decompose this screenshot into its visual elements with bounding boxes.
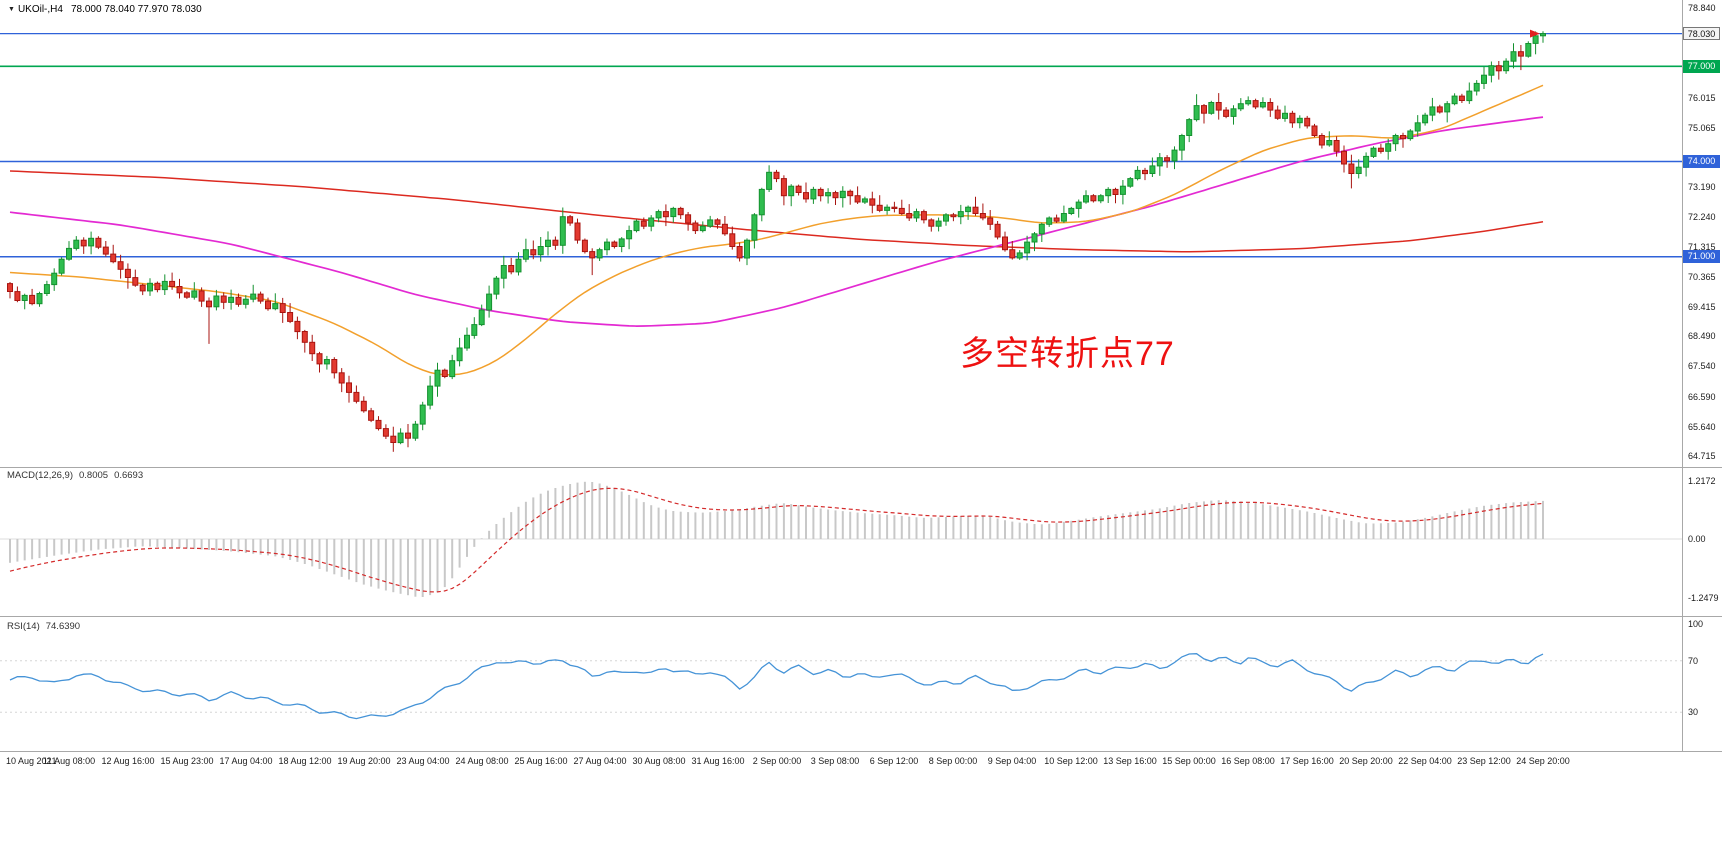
time-tick-label: 15 Sep 00:00 (1162, 756, 1216, 766)
chart-title: ▼ UKOil-,H4 78.000 78.040 77.970 78.030 (8, 4, 202, 15)
level-74-label: 74.000 (1683, 155, 1720, 168)
axis-tick-label: 68.490 (1688, 331, 1716, 341)
time-tick-label: 12 Aug 16:00 (101, 756, 155, 766)
price-axis[interactable]: 78.840 76.015 75.065 73.190 72.240 71.315 70.3… (1682, 0, 1722, 752)
macd-signal-value: 0.6693 (114, 470, 144, 481)
ma-mid-magenta (9, 116, 1544, 327)
time-tick-label: 10 Aug 2021 (6, 756, 57, 766)
time-tick-label: 10 Sep 12:00 (1044, 756, 1098, 766)
time-tick-label: 23 Aug 04:00 (396, 756, 450, 766)
axis-tick-label: 65.640 (1688, 422, 1716, 432)
time-tick-label: 19 Aug 20:00 (337, 756, 391, 766)
time-tick-label: 17 Sep 16:00 (1280, 756, 1334, 766)
time-tick-label: 11 Aug 08:00 (42, 756, 96, 766)
axis-tick-label: 73.190 (1688, 182, 1716, 192)
time-tick-label: 25 Aug 16:00 (514, 756, 568, 766)
axis-tick-label: 70 (1688, 656, 1699, 666)
panel-divider[interactable] (0, 751, 1722, 752)
time-tick-label: 24 Sep 20:00 (1516, 756, 1570, 766)
axis-tick-label: 78.840 (1688, 3, 1716, 13)
rsi-indicator-header: RSI(14) 74.6390 (7, 621, 86, 632)
time-tick-label: 2 Sep 00:00 (752, 756, 802, 766)
axis-tick-label: 1.2172 (1688, 476, 1716, 486)
time-tick-label: 16 Sep 08:00 (1221, 756, 1275, 766)
axis-tick-label: 69.415 (1688, 302, 1716, 312)
time-tick-label: 27 Aug 04:00 (573, 756, 627, 766)
level-71-label: 71.000 (1683, 250, 1720, 263)
symbol-timeframe-label: UKOil-,H4 (17, 4, 63, 15)
time-tick-label: 9 Sep 04:00 (987, 756, 1037, 766)
axis-tick-label: 70.365 (1688, 272, 1716, 282)
axis-tick-label: -1.2479 (1688, 593, 1719, 603)
ma-slow-red (9, 170, 1544, 253)
time-tick-label: 30 Aug 08:00 (632, 756, 686, 766)
time-tick-label: 20 Sep 20:00 (1339, 756, 1393, 766)
macd-main-value: 0.8005 (79, 470, 109, 481)
macd-indicator-header: MACD(12,26,9) 0.8005 0.6693 (7, 470, 149, 481)
level-77-label: 77.000 (1683, 60, 1720, 73)
axis-tick-label: 72.240 (1688, 212, 1716, 222)
time-tick-label: 8 Sep 00:00 (928, 756, 978, 766)
rsi-label: RSI(14) (7, 621, 40, 632)
axis-tick-label: 76.015 (1688, 93, 1716, 103)
axis-tick-label: 30 (1688, 707, 1699, 717)
time-tick-label: 17 Aug 04:00 (219, 756, 273, 766)
time-tick-label: 15 Aug 23:00 (160, 756, 214, 766)
time-tick-label: 22 Sep 04:00 (1398, 756, 1452, 766)
annotation-text: 多空转折点77 (960, 335, 1175, 373)
axis-tick-label: 0.00 (1688, 534, 1706, 544)
axis-tick-label: 66.590 (1688, 392, 1716, 402)
rsi-value: 74.6390 (45, 621, 81, 632)
time-tick-label: 13 Sep 16:00 (1103, 756, 1157, 766)
axis-tick-label: 67.540 (1688, 361, 1716, 371)
macd-label: MACD(12,26,9) (7, 470, 73, 481)
panel-divider[interactable] (0, 467, 1722, 468)
time-tick-label: 18 Aug 12:00 (278, 756, 332, 766)
time-tick-label: 24 Aug 08:00 (455, 756, 509, 766)
price-arrow-icon (1530, 29, 1540, 38)
axis-tick-label: 71.315 (1688, 242, 1716, 252)
time-tick-label: 3 Sep 08:00 (810, 756, 860, 766)
ohlc-values: 78.000 78.040 77.970 78.030 (70, 4, 202, 15)
axis-tick-label: 100 (1688, 619, 1704, 629)
time-tick-label: 23 Sep 12:00 (1457, 756, 1511, 766)
axis-separator (1682, 0, 1683, 752)
rsi-line (9, 653, 1544, 720)
axis-tick-label: 64.715 (1688, 451, 1716, 461)
ma-fast-orange (9, 84, 1544, 376)
time-axis[interactable]: 10 Aug 2021 11 Aug 08:00 12 Aug 16:00 15 Au… (0, 752, 1722, 774)
panel-divider[interactable] (0, 616, 1722, 617)
time-tick-label: 31 Aug 16:00 (691, 756, 745, 766)
dropdown-arrow-icon: ▼ (8, 6, 15, 13)
time-tick-label: 6 Sep 12:00 (869, 756, 919, 766)
axis-tick-label: 75.065 (1688, 123, 1716, 133)
current-price-label: 78.030 (1683, 27, 1720, 40)
